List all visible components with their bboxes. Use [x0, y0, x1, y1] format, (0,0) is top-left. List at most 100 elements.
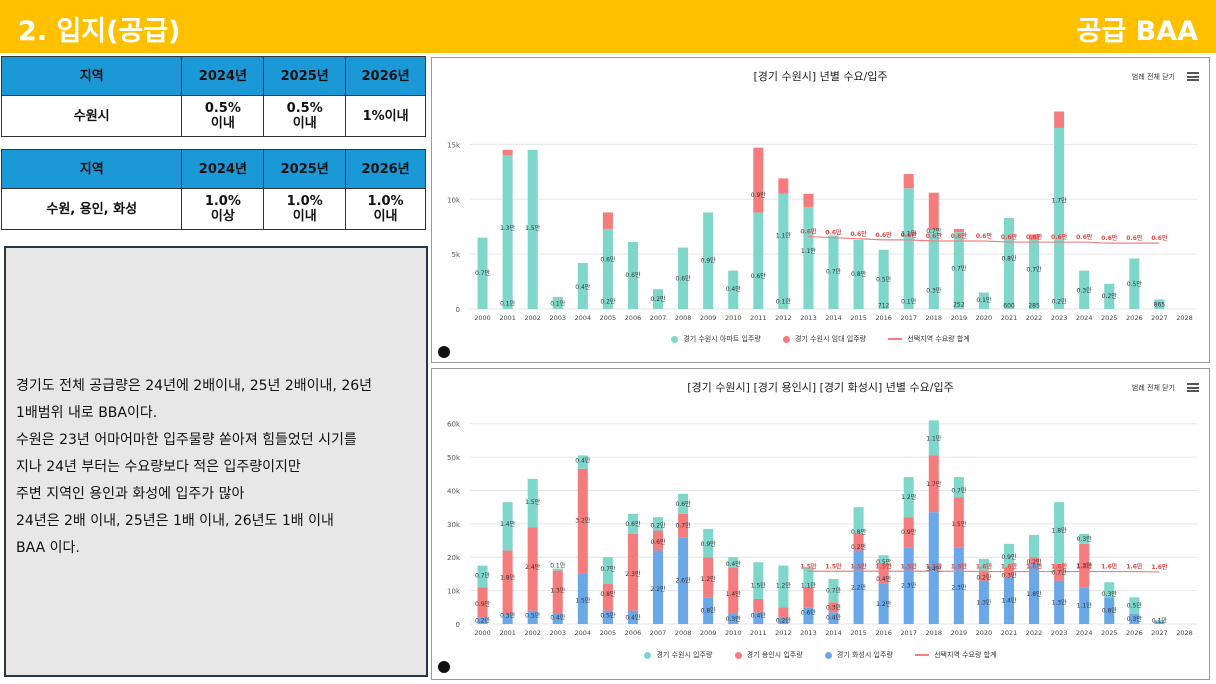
bar-segment [753, 147, 764, 213]
bar-segment [728, 613, 739, 624]
x-tick-label: 2004 [575, 314, 592, 322]
bar-segment [978, 558, 989, 571]
bar-data-label: 0.2만 [475, 617, 491, 625]
x-tick-label: 2010 [725, 314, 742, 322]
brand-logo-icon [438, 661, 450, 673]
x-tick-label: 2013 [800, 314, 817, 322]
cell-2024: 0.5% 이내 [181, 95, 265, 137]
bar-segment [928, 455, 939, 513]
legend-item[interactable]: 경기 수원시 입주량 [644, 650, 712, 660]
bar-data-label: 285 [1028, 303, 1040, 310]
bar-data-label: 0.9만 [701, 540, 717, 548]
bar-segment [477, 617, 488, 624]
bar-segment [653, 517, 664, 531]
legend-item[interactable]: 경기 용인시 입주량 [734, 650, 803, 660]
bar-segment [653, 530, 664, 551]
bar-segment [878, 555, 889, 564]
bar-data-label: 1.5만 [525, 224, 541, 232]
legend-toggle-button[interactable]: 범례 전체 닫기 [1131, 384, 1175, 392]
x-tick-label: 2013 [800, 629, 817, 637]
x-tick-label: 2028 [1176, 629, 1193, 637]
legend-toggle-button[interactable]: 범례 전체 닫기 [1131, 73, 1175, 81]
bar-segment [678, 247, 689, 309]
bar-segment [828, 578, 839, 603]
bar-data-label: 0.4만 [751, 612, 767, 620]
bar-segment [828, 602, 839, 613]
x-tick-label: 2021 [1001, 629, 1018, 637]
menu-icon[interactable] [1187, 72, 1199, 81]
x-tick-label: 2019 [951, 314, 968, 322]
bar-data-label: 2.4만 [525, 563, 541, 571]
bar-data-label: 2.2만 [851, 583, 867, 591]
metro-ratio-table: 지역 2024년 2025년 2026년 수원, 용인, 화성 1.0% 이상 … [0, 149, 426, 230]
y-tick-label: 20k [447, 554, 461, 562]
bar-segment [703, 528, 714, 558]
bar-data-label: 0.2만 [776, 617, 792, 625]
note-line: 경기도 전체 공급량은 24년에 2배이내, 25년 2배이내, 26년 [16, 378, 373, 394]
bar-segment [477, 565, 488, 588]
demand-line-label: 1.6만 [1151, 563, 1168, 571]
menu-icon[interactable] [1187, 383, 1199, 392]
demand-line-label: 0.6만 [1076, 233, 1093, 241]
bar-data-label: 0.6만 [600, 256, 616, 264]
bar-data-label: 0.9만 [1001, 553, 1017, 561]
bar-segment [928, 229, 939, 309]
legend-item[interactable]: 경기 수원시 아파트 입주량 [671, 334, 761, 344]
col-2026: 2026년 [345, 149, 426, 189]
bar-data-label: 0.6만 [650, 538, 666, 546]
bar-segment [978, 580, 989, 624]
legend-item[interactable]: 선택지역 수요량 합계 [915, 650, 997, 660]
bar-data-label: 0.7만 [1052, 568, 1068, 576]
x-tick-label: 2019 [951, 629, 968, 637]
bar-segment [753, 612, 764, 624]
bar-data-label: 0.1만 [550, 562, 566, 570]
legend-item[interactable]: 경기 수원시 임대 입주량 [783, 334, 866, 344]
legend-item[interactable]: 선택지역 수요량 합계 [888, 334, 970, 344]
supply-grade-label: 공급 BAA [1076, 16, 1198, 47]
bar-data-label: 0.7만 [826, 268, 842, 276]
demand-line-label: 0.6만 [1026, 233, 1043, 241]
y-tick-label: 0 [456, 621, 460, 629]
bar-data-label: 0.5만 [876, 275, 892, 283]
bar-data-label: 0.4만 [826, 613, 842, 621]
suwon-ratio-table: 지역 2024년 2025년 2026년 수원시 0.5% 이내 0.5% 이내… [0, 56, 426, 137]
cell-region: 수원, 용인, 화성 [0, 188, 183, 230]
bar-data-label: 1.3만 [976, 598, 992, 606]
bar-segment [753, 598, 764, 613]
bar-data-label: 252 [953, 302, 965, 309]
x-tick-label: 2005 [600, 314, 617, 322]
x-tick-label: 2027 [1151, 629, 1168, 637]
x-tick-label: 2004 [575, 629, 592, 637]
col-2026: 2026년 [345, 56, 426, 96]
chart-legend: 경기 수원시 입주량 경기 용인시 입주량 경기 화성시 입주량 선택지역 수요… [432, 650, 1209, 660]
bar-segment [627, 513, 638, 534]
x-tick-label: 2012 [775, 314, 792, 322]
bar-segment [1104, 283, 1115, 309]
x-tick-label: 2006 [625, 314, 642, 322]
x-tick-label: 2002 [524, 314, 541, 322]
bar-segment [978, 570, 989, 581]
bar-segment [577, 468, 588, 574]
bar-segment [903, 517, 914, 548]
demand-line-label: 0.6만 [1151, 234, 1168, 242]
bar-data-label: 0.3만 [1077, 286, 1093, 294]
bar-data-label: 1.1만 [801, 582, 817, 590]
bar-data-label: 1.1만 [901, 229, 917, 237]
bar-segment [778, 565, 789, 608]
x-tick-label: 2025 [1101, 629, 1118, 637]
bar-data-label: 0.3만 [1077, 535, 1093, 543]
bar-segment [803, 193, 814, 207]
bar-segment [1003, 217, 1014, 309]
legend-item[interactable]: 경기 화성시 입주량 [824, 650, 893, 660]
bar-data-label: 1.2만 [776, 582, 792, 590]
bar-data-label: 0.8만 [1102, 607, 1118, 615]
x-tick-label: 2016 [875, 629, 892, 637]
x-tick-label: 2017 [900, 629, 917, 637]
legend-swatch [888, 338, 903, 340]
x-tick-label: 2005 [600, 629, 617, 637]
bar-data-label: 1.4만 [726, 590, 742, 598]
bar-data-label: 600 [1003, 303, 1015, 310]
bar-data-label: 0.4만 [726, 560, 742, 568]
col-2025: 2025년 [263, 56, 347, 96]
bar-data-label: 0.6만 [676, 500, 692, 508]
